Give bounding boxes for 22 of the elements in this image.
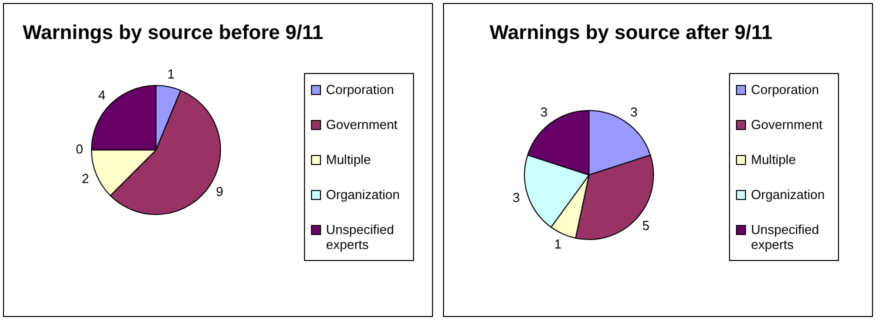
legend-label: Organization bbox=[751, 187, 825, 202]
data-label: 1 bbox=[167, 66, 175, 82]
legend-label: Corporation bbox=[326, 82, 394, 97]
data-label: 5 bbox=[642, 218, 650, 233]
legend-label: Multiple bbox=[751, 152, 796, 167]
data-label: 1 bbox=[554, 236, 562, 252]
data-label: 3 bbox=[512, 190, 520, 206]
legend-label: Corporation bbox=[751, 82, 819, 97]
chart-title: Warnings by source before 9/11 bbox=[22, 22, 324, 45]
data-label: 3 bbox=[540, 104, 548, 120]
data-label: 2 bbox=[82, 170, 89, 186]
data-label: 3 bbox=[630, 104, 638, 120]
text: 0 bbox=[76, 142, 84, 157]
data-label: 4 bbox=[98, 87, 106, 102]
legend-label: Multiple bbox=[326, 152, 371, 167]
legend-label: Unspecified experts bbox=[751, 222, 820, 252]
legend-label: Organization bbox=[326, 187, 400, 202]
legend-label: Unspecified experts bbox=[326, 222, 395, 252]
legend-label: Government bbox=[326, 117, 398, 132]
legend-label: Government bbox=[751, 117, 823, 132]
chart-title: Warnings by source after 9/11 bbox=[490, 22, 772, 45]
data-label: 9 bbox=[216, 184, 224, 200]
